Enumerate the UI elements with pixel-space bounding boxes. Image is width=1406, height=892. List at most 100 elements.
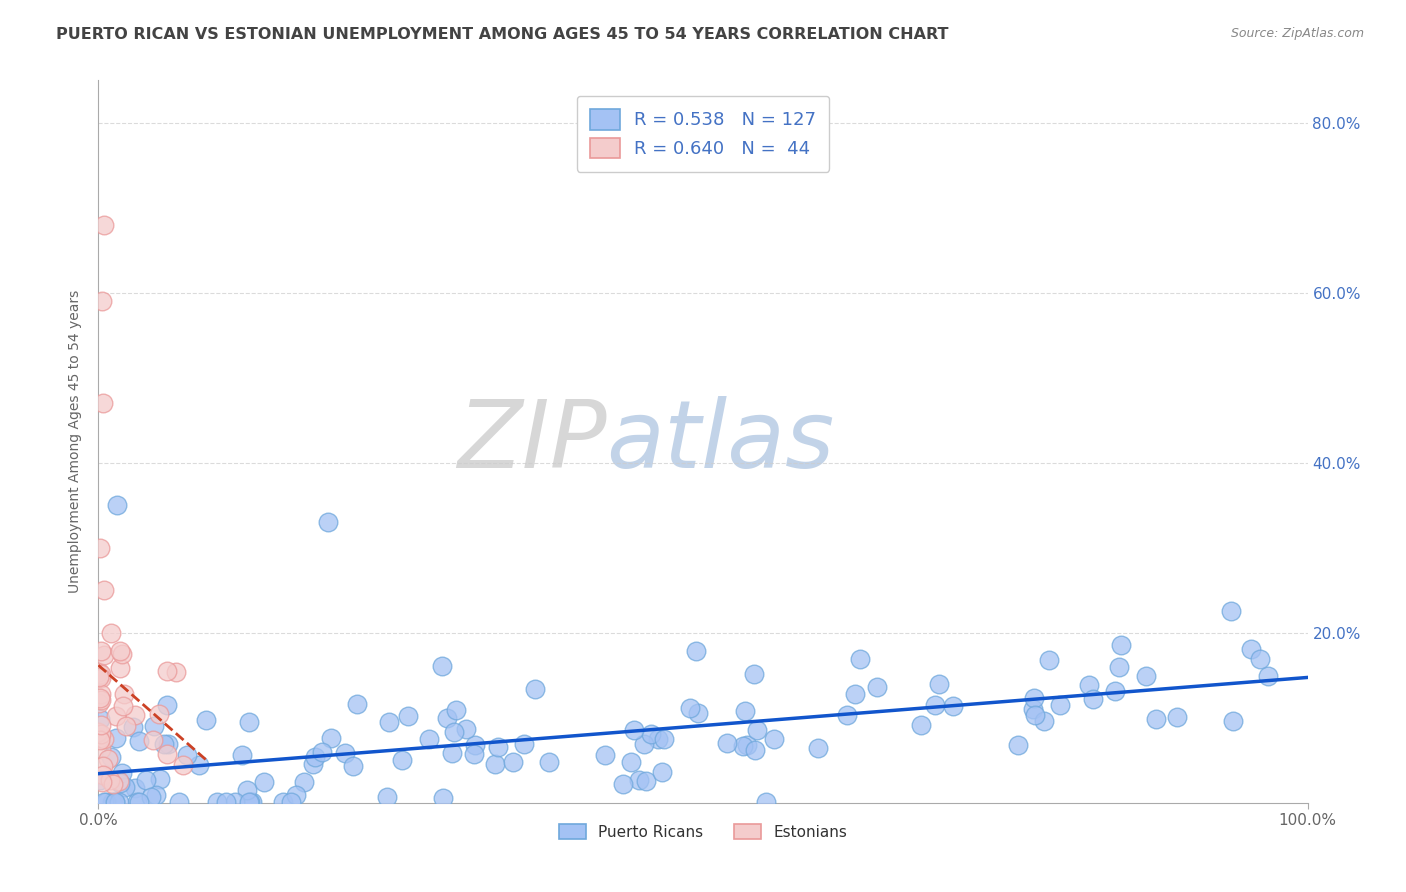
Point <box>97 752 120 766</box>
Point <box>1022 691 1045 706</box>
Point <box>807 740 830 755</box>
Y-axis label: Unemployment Among Ages 45 to 54 years: Unemployment Among Ages 45 to 54 years <box>69 290 83 593</box>
Point <box>104 795 127 809</box>
Point <box>1083 692 1105 706</box>
Point <box>207 795 229 809</box>
Point <box>110 644 132 658</box>
Point <box>91 396 114 410</box>
Point <box>104 795 127 809</box>
Point <box>292 775 315 789</box>
Point <box>342 758 364 772</box>
Point <box>1108 660 1130 674</box>
Point <box>502 755 524 769</box>
Point <box>928 676 950 690</box>
Point <box>716 736 738 750</box>
Point <box>377 715 399 730</box>
Point <box>107 795 129 809</box>
Point <box>111 699 134 714</box>
Point <box>443 725 465 739</box>
Point <box>90 727 112 741</box>
Point <box>155 664 177 678</box>
Point <box>612 777 634 791</box>
Point <box>148 706 170 721</box>
Point <box>634 774 657 789</box>
Text: PUERTO RICAN VS ESTONIAN UNEMPLOYMENT AMONG AGES 45 TO 54 YEARS CORRELATION CHAR: PUERTO RICAN VS ESTONIAN UNEMPLOYMENT AM… <box>56 27 949 42</box>
Point <box>104 731 127 745</box>
Point <box>484 757 506 772</box>
Point <box>647 732 669 747</box>
Point <box>90 692 112 706</box>
Point <box>93 648 115 662</box>
Point <box>651 765 673 780</box>
Point <box>89 772 111 787</box>
Point <box>652 731 675 746</box>
Point <box>1024 708 1046 723</box>
Point <box>90 643 112 657</box>
Point <box>1257 669 1279 683</box>
Legend: Puerto Ricans, Estonians: Puerto Ricans, Estonians <box>553 818 853 846</box>
Point <box>1250 652 1272 666</box>
Point <box>1049 698 1071 713</box>
Point <box>125 795 148 809</box>
Point <box>101 777 124 791</box>
Point <box>87 665 110 679</box>
Point <box>1135 669 1157 683</box>
Point <box>686 706 709 721</box>
Point <box>1166 710 1188 724</box>
Point <box>377 790 399 805</box>
Point <box>87 725 110 739</box>
Point <box>124 708 146 723</box>
Point <box>145 788 167 802</box>
Point <box>94 795 117 809</box>
Point <box>240 795 263 809</box>
Point <box>464 739 486 753</box>
Point <box>90 741 112 756</box>
Point <box>143 719 166 733</box>
Point <box>100 750 122 764</box>
Point <box>156 698 179 713</box>
Point <box>679 700 702 714</box>
Point <box>744 743 766 757</box>
Text: Source: ZipAtlas.com: Source: ZipAtlas.com <box>1230 27 1364 40</box>
Point <box>628 772 651 787</box>
Point <box>280 795 302 809</box>
Point <box>141 789 163 804</box>
Point <box>910 718 932 732</box>
Point <box>87 670 110 684</box>
Point <box>302 756 325 771</box>
Point <box>432 791 454 805</box>
Point <box>89 733 111 747</box>
Point <box>253 774 276 789</box>
Point <box>91 768 114 782</box>
Point <box>90 671 112 685</box>
Point <box>391 753 413 767</box>
Point <box>333 747 356 761</box>
Point <box>844 687 866 701</box>
Point <box>346 697 368 711</box>
Point <box>430 659 453 673</box>
Point <box>1038 653 1060 667</box>
Point <box>685 644 707 658</box>
Point <box>1007 738 1029 752</box>
Point <box>620 755 643 769</box>
Point <box>110 776 132 790</box>
Point <box>238 795 260 809</box>
Point <box>195 713 218 727</box>
Point <box>285 788 308 802</box>
Point <box>104 795 127 809</box>
Point <box>1109 638 1132 652</box>
Point <box>93 732 115 747</box>
Point <box>156 747 179 761</box>
Point <box>463 747 485 761</box>
Point <box>224 795 246 809</box>
Point <box>513 737 536 751</box>
Point <box>128 795 150 809</box>
Point <box>149 772 172 786</box>
Point <box>762 731 785 746</box>
Point <box>593 747 616 762</box>
Point <box>90 718 112 732</box>
Point <box>441 746 464 760</box>
Point <box>93 583 115 598</box>
Point <box>100 795 122 809</box>
Point <box>271 795 294 809</box>
